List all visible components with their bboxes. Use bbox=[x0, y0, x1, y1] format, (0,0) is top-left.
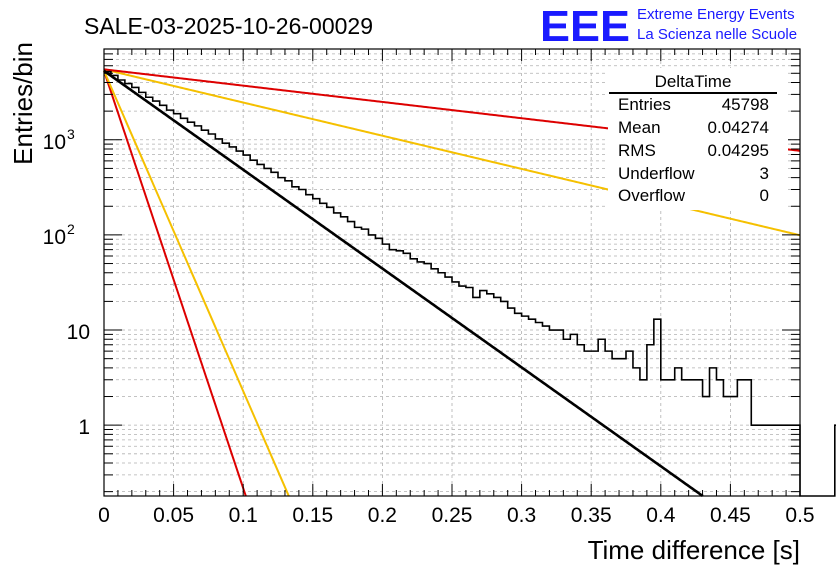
stats-label-rms: RMS bbox=[618, 141, 656, 160]
y-tick-label: 10 bbox=[43, 131, 66, 154]
reference-curve bbox=[103, 70, 247, 497]
x-tick-label: 0.45 bbox=[710, 504, 751, 527]
logo-tagline-2: La Scienza nelle Scuole bbox=[637, 26, 797, 43]
y-tick-label-exponent: 3 bbox=[67, 126, 75, 142]
stats-label-underflow: Underflow bbox=[618, 164, 695, 183]
stats-label-overflow: Overflow bbox=[618, 186, 686, 205]
y-axis-label: Entries/bin bbox=[8, 42, 38, 165]
stats-value-entries: 45798 bbox=[722, 95, 769, 114]
y-tick-label: 1 bbox=[78, 416, 90, 439]
stats-title: DeltaTime bbox=[655, 72, 732, 91]
x-tick-label: 0.5 bbox=[785, 504, 814, 527]
stats-box: DeltaTime Entries 45798 Mean 0.04274 RMS… bbox=[608, 68, 788, 210]
stats-label-mean: Mean bbox=[618, 118, 661, 137]
x-tick-label: 0.1 bbox=[229, 504, 258, 527]
y-tick-label-exponent: 2 bbox=[67, 221, 75, 237]
y-tick-label: 10 bbox=[43, 226, 66, 249]
x-axis-label: Time difference [s] bbox=[588, 535, 800, 565]
stats-value-mean: 0.04274 bbox=[708, 118, 769, 137]
stats-value-overflow: 0 bbox=[760, 186, 769, 205]
stats-label-entries: Entries bbox=[618, 95, 671, 114]
stats-value-rms: 0.04295 bbox=[708, 141, 769, 160]
x-tick-label: 0.25 bbox=[432, 504, 473, 527]
y-tick-label: 10 bbox=[67, 321, 90, 344]
stats-value-underflow: 3 bbox=[760, 164, 769, 183]
x-tick-label: 0.05 bbox=[153, 504, 194, 527]
x-tick-label: 0.15 bbox=[292, 504, 333, 527]
fit-curve bbox=[103, 69, 704, 498]
run-title: SALE-03-2025-10-26-00029 bbox=[84, 13, 373, 39]
x-tick-label: 0.4 bbox=[646, 504, 676, 527]
x-tick-label: 0 bbox=[98, 504, 110, 527]
x-tick-label: 0.3 bbox=[507, 504, 536, 527]
x-tick-label: 0.35 bbox=[571, 504, 612, 527]
reference-curve bbox=[103, 70, 290, 497]
x-tick-label: 0.2 bbox=[368, 504, 397, 527]
x-tick-labels: 0 0.05 0.1 0.15 0.2 0.25 0.3 0.35 0.4 0.45 0.5 bbox=[98, 504, 814, 527]
logo-tagline-1: Extreme Energy Events bbox=[637, 6, 795, 23]
eee-logo: EEE bbox=[540, 2, 630, 51]
